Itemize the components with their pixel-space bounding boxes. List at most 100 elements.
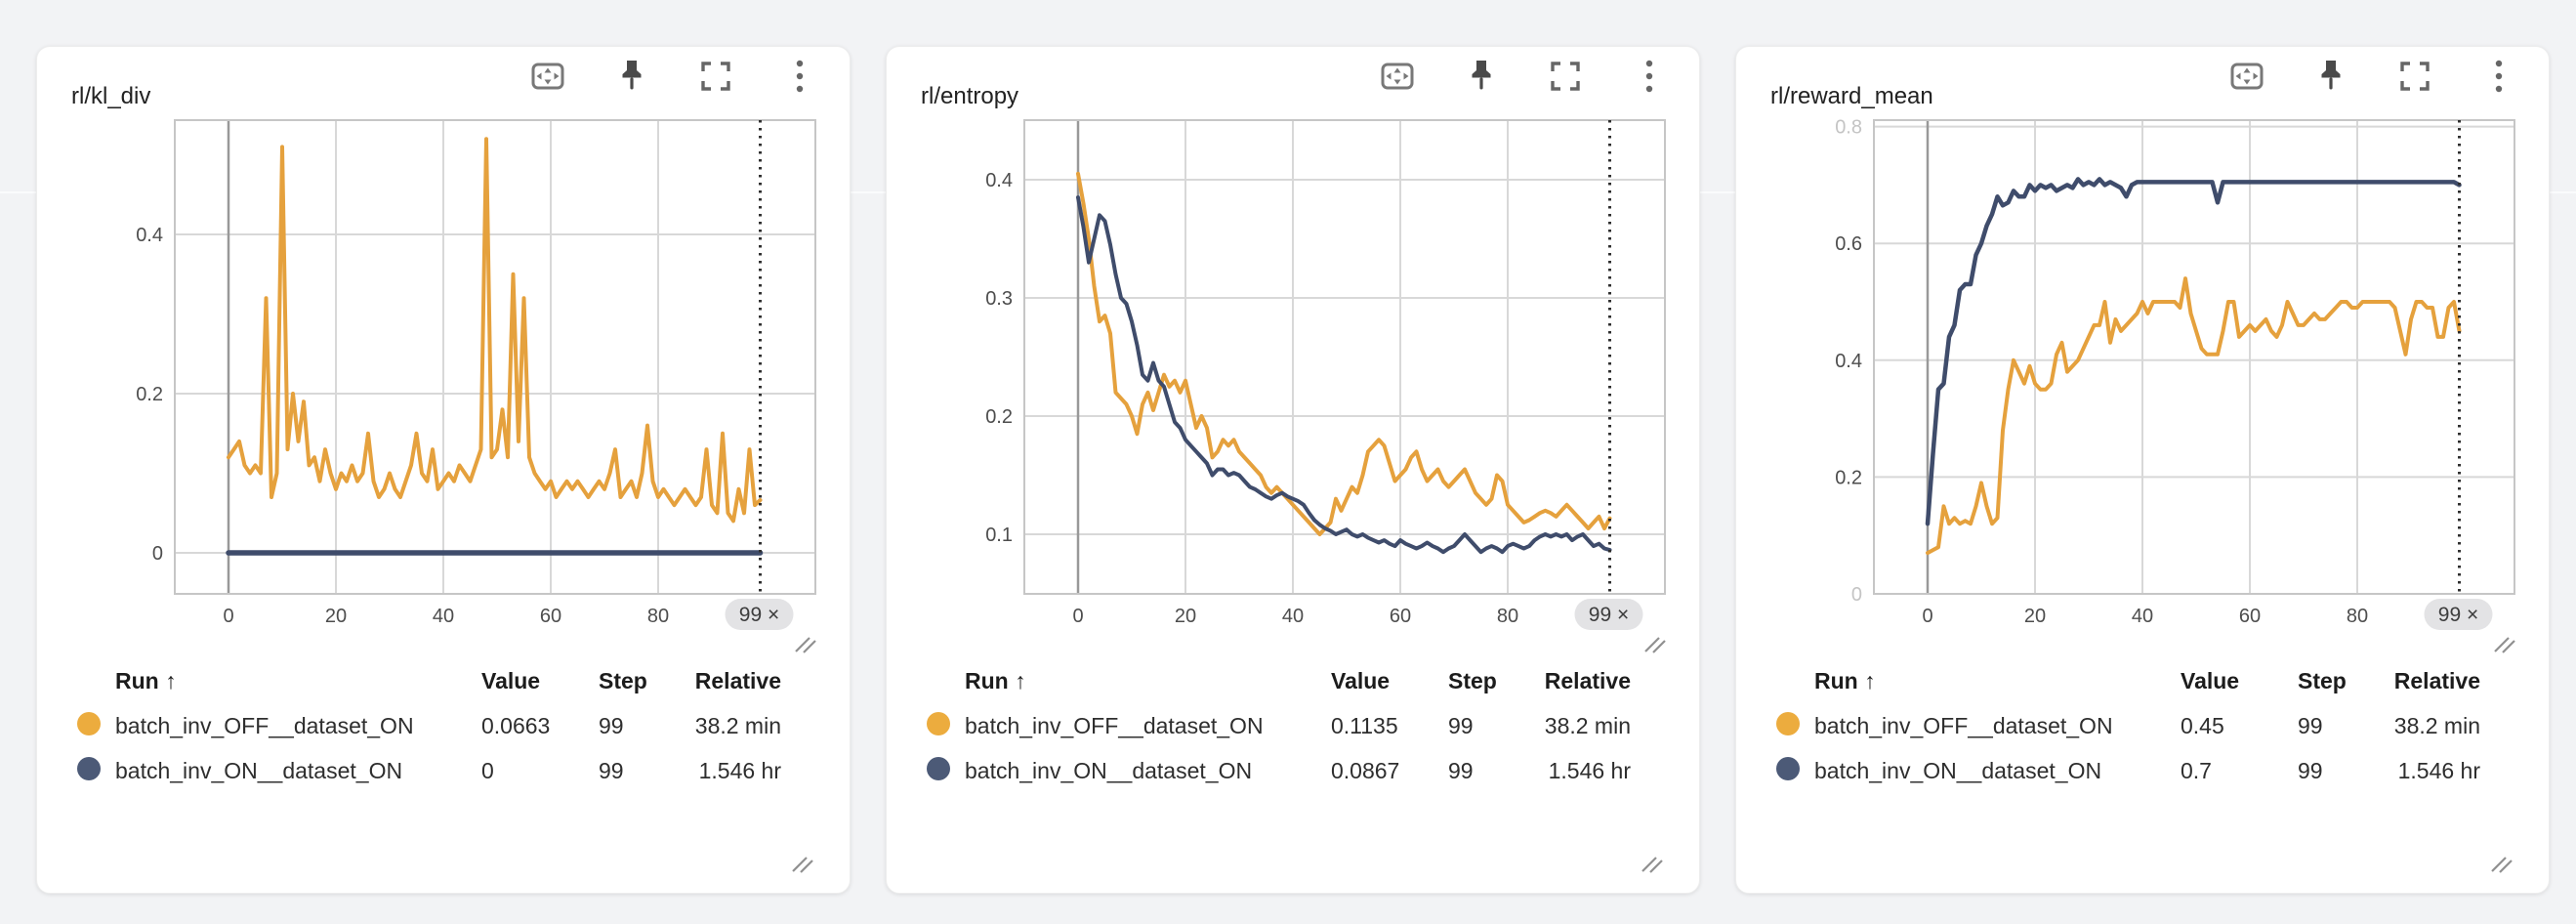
legend-row[interactable]: batch_inv_ON__dataset_ON 0.0867 99 1.546… [887, 748, 1701, 793]
chart-resize-handle[interactable] [1643, 634, 1667, 653]
column-header-run[interactable]: Run ↑ [965, 667, 1026, 693]
run-name[interactable]: batch_inv_OFF__dataset_ON [1814, 712, 2113, 738]
legend-header-row: Run ↑ Value Step Relative [1736, 658, 2551, 703]
legend-header-row: Run ↑ Value Step Relative [37, 658, 852, 703]
x-tick-label: 80 [1497, 606, 1518, 627]
x-tick-label: 80 [2347, 606, 2368, 627]
x-tick-label: 0 [223, 606, 233, 627]
y-tick-label: 0.4 [1835, 351, 1862, 372]
column-header-value[interactable]: Value [481, 667, 541, 693]
run-name[interactable]: batch_inv_ON__dataset_ON [115, 757, 403, 783]
y-tick-label: 0.2 [136, 384, 163, 405]
x-tick-label: 20 [2024, 606, 2046, 627]
run-relative: 1.546 hr [698, 757, 781, 783]
fullscreen-icon[interactable] [693, 54, 738, 99]
pin-icon[interactable] [609, 54, 654, 99]
y-tick-label: 0.4 [985, 170, 1013, 191]
panel-toolbar [2224, 54, 2521, 99]
panel-resize-handle[interactable] [1641, 854, 1664, 873]
series-line[interactable] [1076, 195, 1612, 555]
pan-zoom-icon[interactable] [2224, 54, 2269, 99]
line-chart[interactable]: 0 0.2 0.4 0 20 40 60 80 99 × [37, 104, 852, 651]
run-name[interactable]: batch_inv_OFF__dataset_ON [115, 712, 414, 738]
x-tick-label: 60 [1390, 606, 1411, 627]
column-header-step[interactable]: Step [2298, 667, 2347, 693]
pin-icon[interactable] [2308, 54, 2353, 99]
x-tick-label: 40 [2132, 606, 2153, 627]
series-line[interactable] [1925, 177, 2462, 526]
panel-toolbar [1375, 54, 1672, 99]
line-chart[interactable]: 0 0.2 0.4 0.6 0.8 0 20 40 60 80 99 × [1736, 104, 2551, 651]
chart-resize-handle[interactable] [794, 634, 817, 653]
fullscreen-icon[interactable] [1543, 54, 1588, 99]
run-color-dot [927, 711, 950, 735]
run-color-dot [927, 756, 950, 780]
run-color-dot [1776, 711, 1800, 735]
run-step: 99 [2298, 757, 2323, 783]
page-title: rl/reward_mean [1770, 82, 1933, 109]
step-marker-badge[interactable]: 99 × [725, 599, 794, 630]
legend-table: Run ↑ Value Step Relative batch_inv_OFF_… [1736, 658, 2551, 793]
column-header-relative[interactable]: Relative [1544, 667, 1631, 693]
y-tick-label: 0.6 [1835, 233, 1862, 255]
column-header-value[interactable]: Value [1331, 667, 1391, 693]
chart-panel-reward-mean: rl/reward_mean 0 0.2 0.4 0.6 0.8 0 20 40 60 80 99… [1735, 46, 2550, 894]
y-tick-label: 0 [152, 543, 163, 565]
legend-row[interactable]: batch_inv_OFF__dataset_ON 0.1135 99 38.2… [887, 703, 1701, 748]
run-color-dot [1776, 756, 1800, 780]
run-relative: 38.2 min [694, 712, 781, 738]
kebab-menu-icon[interactable] [777, 54, 822, 99]
pan-zoom-icon[interactable] [525, 54, 570, 99]
plot-border [174, 119, 816, 595]
step-marker-badge[interactable]: 99 × [2424, 599, 2493, 630]
step-marker-badge[interactable]: 99 × [1574, 599, 1643, 630]
column-header-run[interactable]: Run ↑ [1814, 667, 1876, 693]
plot-border [1023, 119, 1666, 595]
legend-row[interactable]: batch_inv_ON__dataset_ON 0.7 99 1.546 hr [1736, 748, 2551, 793]
column-header-relative[interactable]: Relative [694, 667, 781, 693]
series-line[interactable] [1076, 171, 1612, 536]
run-relative: 38.2 min [2393, 712, 2480, 738]
column-header-value[interactable]: Value [2181, 667, 2240, 693]
run-value: 0.7 [2181, 757, 2212, 783]
y-tick-label: 0.1 [985, 525, 1013, 546]
run-value: 0.0867 [1331, 757, 1400, 783]
legend-row[interactable]: batch_inv_ON__dataset_ON 0 99 1.546 hr [37, 748, 852, 793]
run-value: 0.0663 [481, 712, 551, 738]
legend-row[interactable]: batch_inv_OFF__dataset_ON 0.45 99 38.2 m… [1736, 703, 2551, 748]
series-line[interactable] [1926, 276, 2462, 556]
column-header-step[interactable]: Step [599, 667, 647, 693]
pin-icon[interactable] [1459, 54, 1504, 99]
x-tick-label: 20 [325, 606, 347, 627]
y-tick-label: 0.3 [985, 288, 1013, 310]
run-value: 0.1135 [1331, 712, 1398, 738]
y-tick-label: 0.2 [985, 406, 1013, 428]
svg-text:99 ×: 99 × [1589, 604, 1629, 626]
panel-resize-handle[interactable] [2490, 854, 2514, 873]
legend-row[interactable]: batch_inv_OFF__dataset_ON 0.0663 99 38.2… [37, 703, 852, 748]
run-name[interactable]: batch_inv_ON__dataset_ON [1814, 757, 2102, 783]
kebab-menu-icon[interactable] [2476, 54, 2521, 99]
legend-table: Run ↑ Value Step Relative batch_inv_OFF_… [887, 658, 1701, 793]
panel-resize-handle[interactable] [791, 854, 814, 873]
chart-resize-handle[interactable] [2493, 634, 2516, 653]
run-step: 99 [1448, 712, 1474, 738]
y-tick-label: 0.4 [136, 225, 163, 246]
column-header-relative[interactable]: Relative [2393, 667, 2480, 693]
run-step: 99 [599, 757, 624, 783]
column-header-step[interactable]: Step [1448, 667, 1497, 693]
legend-header-row: Run ↑ Value Step Relative [887, 658, 1701, 703]
series-line[interactable] [227, 137, 763, 524]
x-tick-label: 60 [540, 606, 561, 627]
run-value: 0.45 [2181, 712, 2224, 738]
kebab-menu-icon[interactable] [1627, 54, 1672, 99]
column-header-run[interactable]: Run ↑ [115, 667, 177, 693]
run-name[interactable]: batch_inv_ON__dataset_ON [965, 757, 1253, 783]
page-title: rl/entropy [921, 82, 1019, 109]
line-chart[interactable]: 0.1 0.2 0.3 0.4 0 20 40 60 80 99 × [887, 104, 1701, 651]
run-relative: 38.2 min [1544, 712, 1631, 738]
run-name[interactable]: batch_inv_OFF__dataset_ON [965, 712, 1264, 738]
x-tick-label: 40 [433, 606, 454, 627]
fullscreen-icon[interactable] [2392, 54, 2437, 99]
pan-zoom-icon[interactable] [1375, 54, 1420, 99]
